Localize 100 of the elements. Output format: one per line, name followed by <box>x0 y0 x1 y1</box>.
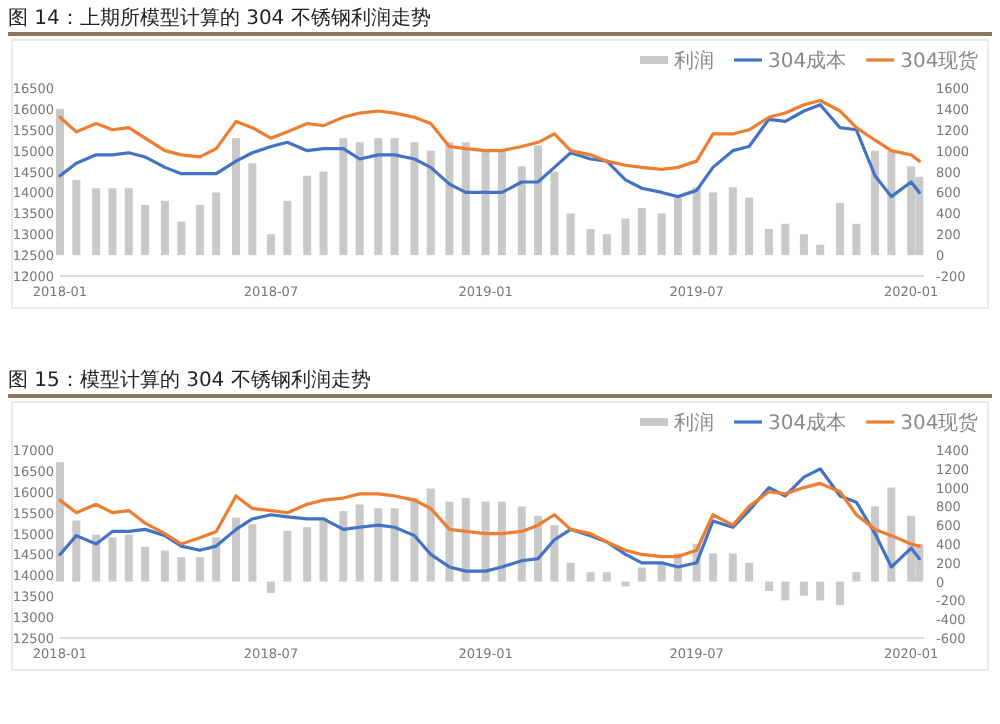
line-series <box>58 467 921 573</box>
bar <box>355 504 364 582</box>
bar <box>781 223 790 256</box>
bar <box>566 562 575 582</box>
bar <box>108 188 117 256</box>
bar <box>534 145 543 256</box>
bar <box>481 501 490 582</box>
bar <box>319 517 328 582</box>
bar <box>708 553 717 582</box>
bar <box>657 562 666 582</box>
bar <box>550 171 559 256</box>
legend-label: 304成本 <box>768 49 847 73</box>
bar <box>339 511 348 582</box>
bar <box>799 581 808 596</box>
bar <box>195 557 204 582</box>
bar <box>816 244 825 256</box>
line-series <box>58 103 921 199</box>
bar <box>728 553 737 582</box>
bar <box>319 171 328 256</box>
bar <box>517 166 526 256</box>
bar <box>517 506 526 582</box>
bar <box>764 581 773 591</box>
bar <box>195 204 204 256</box>
bar <box>692 187 701 256</box>
bar <box>410 497 419 582</box>
bar <box>836 202 845 256</box>
bar <box>141 204 150 256</box>
bar <box>390 138 399 256</box>
bar <box>887 150 896 256</box>
bar <box>177 221 186 256</box>
bar <box>248 524 257 582</box>
legend-label: 304现货 <box>900 411 979 435</box>
bar <box>56 462 64 582</box>
bar <box>799 234 808 256</box>
bar <box>355 142 364 256</box>
bar <box>586 572 595 582</box>
chart-title: 图 14：上期所模型计算的 304 不锈钢利润走势 <box>8 6 431 30</box>
bar <box>232 138 241 256</box>
bar <box>283 200 292 256</box>
bar <box>303 527 312 582</box>
bar <box>72 520 81 582</box>
bar <box>92 188 101 256</box>
bar <box>907 166 916 256</box>
bar <box>445 142 454 256</box>
bar <box>852 223 861 256</box>
bar <box>550 525 559 582</box>
bar <box>390 508 399 582</box>
bar <box>212 537 221 582</box>
bar <box>566 213 575 256</box>
bar <box>374 138 383 256</box>
bar <box>461 142 470 256</box>
legend-label: 304现货 <box>900 49 979 73</box>
bar <box>267 581 276 593</box>
legend-label: 304成本 <box>768 411 847 435</box>
bar <box>56 108 64 256</box>
bar <box>836 581 845 606</box>
bar <box>657 213 666 256</box>
bar <box>141 546 150 582</box>
bar <box>248 163 257 256</box>
line-series <box>58 98 921 172</box>
bar <box>673 197 682 256</box>
legend-label: 利润 <box>674 411 714 435</box>
bar <box>410 142 419 256</box>
bar <box>781 581 790 601</box>
bar <box>637 208 646 256</box>
bar <box>602 572 611 582</box>
bar <box>728 187 737 256</box>
bar <box>303 175 312 256</box>
bar <box>124 534 133 582</box>
bar <box>124 188 133 256</box>
bar <box>816 581 825 601</box>
chart-title: 图 15：模型计算的 304 不锈钢利润走势 <box>8 368 371 392</box>
bar <box>283 530 292 582</box>
bar <box>426 150 435 256</box>
bar <box>497 150 506 256</box>
bar <box>212 192 221 256</box>
bar <box>871 150 880 256</box>
bar <box>745 197 754 256</box>
bar <box>708 192 717 256</box>
legend-label: 利润 <box>674 49 714 73</box>
bar <box>177 557 186 582</box>
bar <box>764 229 773 256</box>
bar <box>602 234 611 256</box>
bar <box>267 234 276 256</box>
bar <box>586 229 595 256</box>
bar <box>481 150 490 256</box>
bar <box>108 537 117 582</box>
bar <box>232 517 241 582</box>
bar <box>461 497 470 582</box>
bar <box>745 562 754 582</box>
bar <box>426 488 435 582</box>
bar <box>887 487 896 582</box>
bar <box>621 218 630 256</box>
bar <box>160 550 169 582</box>
bar <box>374 508 383 582</box>
bar <box>92 534 101 582</box>
bar <box>339 138 348 256</box>
bar <box>852 572 861 582</box>
bar <box>637 567 646 582</box>
line-series <box>58 481 921 559</box>
